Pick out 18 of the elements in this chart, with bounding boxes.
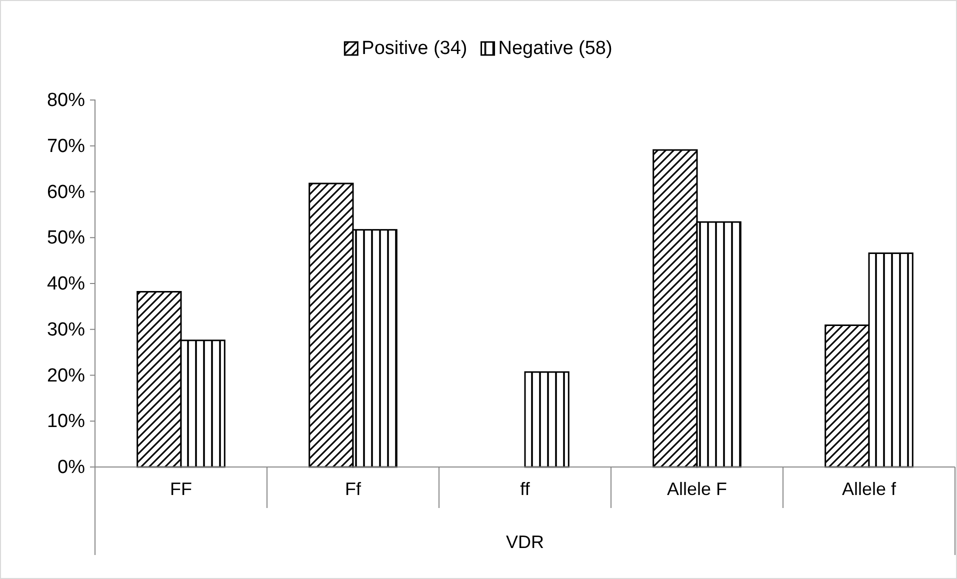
y-tick-label: 0% <box>58 457 86 478</box>
x-tick-label: Allele f <box>842 479 898 499</box>
y-tick-label: 40% <box>46 274 86 295</box>
y-tick-label: 10% <box>46 411 86 432</box>
bar <box>524 371 570 468</box>
legend-label: Negative (58) <box>498 38 612 59</box>
x-tick-label: FF <box>170 479 192 499</box>
legend-label: Positive (34) <box>362 38 468 59</box>
y-tick-label: 30% <box>46 319 86 340</box>
y-tick-label: 80% <box>46 90 86 112</box>
x-tick-label: Ff <box>345 479 362 499</box>
x-axis-title: VDR <box>506 532 544 552</box>
y-tick-label: 60% <box>46 182 86 203</box>
y-tick-label: 50% <box>46 228 86 249</box>
x-tick-label: Allele F <box>666 479 728 499</box>
y-tick-label: 70% <box>46 136 86 157</box>
x-tick-label: ff <box>520 479 531 499</box>
y-tick-label: 20% <box>46 365 86 386</box>
